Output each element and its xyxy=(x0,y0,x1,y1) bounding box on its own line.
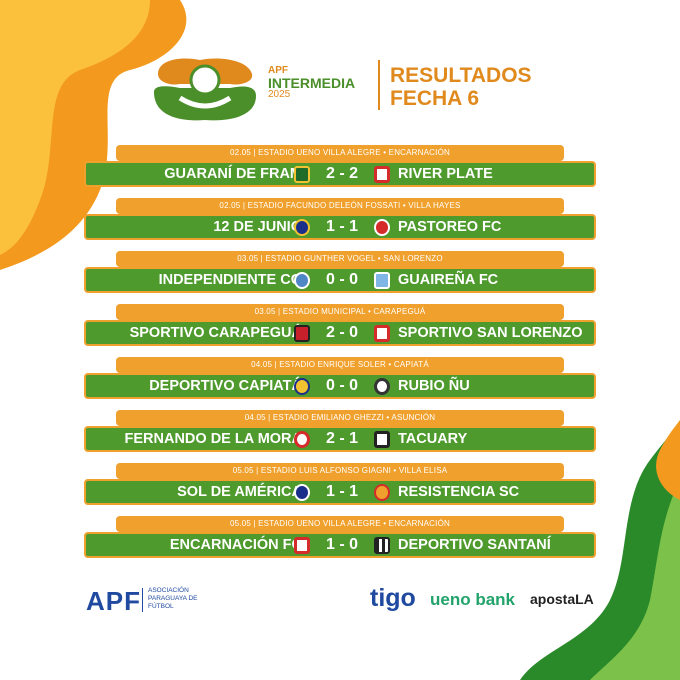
away-crest-icon xyxy=(374,166,390,183)
match-bar: ENCARNACIÓN FC 1 - 0 DEPORTIVO SANTANÍ xyxy=(84,532,596,558)
score: 1 - 0 xyxy=(325,536,358,553)
score: 1 - 1 xyxy=(325,483,358,500)
match-bar: SPORTIVO CARAPEGUÁ 2 - 0 SPORTIVO SAN LO… xyxy=(84,320,596,346)
away-crest-icon xyxy=(374,431,390,448)
sponsor-tigo-logo: tigo xyxy=(370,584,416,612)
apf-logo: APF xyxy=(86,586,141,616)
header-divider xyxy=(378,60,380,110)
match-bar: 12 DE JUNIO 1 - 1 PASTOREO FC xyxy=(84,214,596,240)
match-list: 02.05 | ESTADIO UENO VILLA ALEGRE • ENCA… xyxy=(84,145,596,569)
away-team: DEPORTIVO SANTANÍ xyxy=(398,537,551,553)
score: 1 - 1 xyxy=(325,218,358,235)
brand-small: APF xyxy=(268,65,288,76)
match-info: 03.05 | ESTADIO MUNICIPAL • CARAPEGUÁ xyxy=(116,304,564,320)
match-row: 04.05 | ESTADIO ENRIQUE SOLER • CAPIATÁ … xyxy=(84,357,596,410)
title-line-2: FECHA 6 xyxy=(390,87,480,110)
away-team: TACUARY xyxy=(398,431,468,447)
match-row: 03.05 | ESTADIO MUNICIPAL • CARAPEGUÁ SP… xyxy=(84,304,596,357)
away-team: RIVER PLATE xyxy=(398,166,493,182)
match-bar: DEPORTIVO CAPIATÁ 0 - 0 RUBIO ÑU xyxy=(84,373,596,399)
match-row: 05.05 | ESTADIO LUIS ALFONSO GIAGNI • VI… xyxy=(84,463,596,516)
home-crest-icon xyxy=(294,166,310,183)
away-team: RUBIO ÑU xyxy=(398,378,470,394)
away-team: PASTOREO FC xyxy=(398,219,502,235)
sponsor-ueno-logo: ueno bank xyxy=(430,590,516,609)
green-blob-bottom-right xyxy=(520,420,680,680)
home-team: 12 DE JUNIO xyxy=(213,219,302,235)
home-team: SPORTIVO CARAPEGUÁ xyxy=(129,325,302,341)
away-crest-icon xyxy=(374,272,390,289)
match-bar: INDEPENDIENTE CG 0 - 0 GUAIREÑA FC xyxy=(84,267,596,293)
apf-full-name: ASOCIACIÓN PARAGUAYA DE FÚTBOL xyxy=(148,587,198,610)
home-team: DEPORTIVO CAPIATÁ xyxy=(149,378,302,394)
match-info: 05.05 | ESTADIO UENO VILLA ALEGRE • ENCA… xyxy=(116,516,564,532)
away-crest-icon xyxy=(374,378,390,395)
match-info: 03.05 | ESTADIO GUNTHER VOGEL • SAN LORE… xyxy=(116,251,564,267)
match-info: 04.05 | ESTADIO ENRIQUE SOLER • CAPIATÁ xyxy=(116,357,564,373)
home-crest-icon xyxy=(294,537,310,554)
score: 2 - 1 xyxy=(325,430,358,447)
apf-intermedia-logo-icon xyxy=(154,58,256,121)
match-row: 03.05 | ESTADIO GUNTHER VOGEL • SAN LORE… xyxy=(84,251,596,304)
sponsor-aposta-logo: apostaLA xyxy=(530,591,594,607)
home-crest-icon xyxy=(294,325,310,342)
brand-text: APF INTERMEDIA 2025 xyxy=(268,66,355,100)
orange-blob-right xyxy=(656,420,680,500)
away-team: GUAIREÑA FC xyxy=(398,272,499,288)
match-row: 04.05 | ESTADIO EMILIANO GHEZZI • ASUNCI… xyxy=(84,410,596,463)
home-team: FERNANDO DE LA MORA xyxy=(124,431,302,447)
match-row: 05.05 | ESTADIO UENO VILLA ALEGRE • ENCA… xyxy=(84,516,596,569)
home-crest-icon xyxy=(294,219,310,236)
match-info: 05.05 | ESTADIO LUIS ALFONSO GIAGNI • VI… xyxy=(116,463,564,479)
title-line-1: RESULTADOS xyxy=(390,64,532,87)
match-bar: SOL DE AMÉRICA 1 - 1 RESISTENCIA SC xyxy=(84,479,596,505)
home-crest-icon xyxy=(294,484,310,501)
home-team: SOL DE AMÉRICA xyxy=(177,484,302,500)
match-info: 04.05 | ESTADIO EMILIANO GHEZZI • ASUNCI… xyxy=(116,410,564,426)
header: APF INTERMEDIA 2025 RESULTADOS FECHA 6 xyxy=(150,52,550,124)
away-crest-icon xyxy=(374,484,390,501)
page-title: RESULTADOS FECHA 6 xyxy=(390,64,532,110)
brand-main: INTERMEDIA xyxy=(268,75,356,91)
home-crest-icon xyxy=(294,272,310,289)
away-team: SPORTIVO SAN LORENZO xyxy=(398,325,583,341)
score: 2 - 2 xyxy=(325,165,358,182)
apf-divider xyxy=(142,588,143,612)
away-team: RESISTENCIA SC xyxy=(398,484,520,500)
match-info: 02.05 | ESTADIO UENO VILLA ALEGRE • ENCA… xyxy=(116,145,564,161)
home-team: GUARANÍ DE FRAM xyxy=(164,166,302,182)
score: 0 - 0 xyxy=(325,271,358,288)
orange-blob-top-left xyxy=(0,0,187,270)
away-crest-icon xyxy=(374,537,390,554)
score: 2 - 0 xyxy=(325,324,358,341)
score: 0 - 0 xyxy=(325,377,358,394)
home-crest-icon xyxy=(294,378,310,395)
match-row: 02.05 | ESTADIO FACUNDO DELEÓN FOSSATI •… xyxy=(84,198,596,251)
match-bar: FERNANDO DE LA MORA 2 - 1 TACUARY xyxy=(84,426,596,452)
match-bar: GUARANÍ DE FRAM 2 - 2 RIVER PLATE xyxy=(84,161,596,187)
away-crest-icon xyxy=(374,219,390,236)
home-team: ENCARNACIÓN FC xyxy=(169,537,302,553)
brand-year: 2025 xyxy=(268,89,291,100)
home-team: INDEPENDIENTE CG xyxy=(158,272,302,288)
match-info: 02.05 | ESTADIO FACUNDO DELEÓN FOSSATI •… xyxy=(116,198,564,214)
match-row: 02.05 | ESTADIO UENO VILLA ALEGRE • ENCA… xyxy=(84,145,596,198)
away-crest-icon xyxy=(374,325,390,342)
footer: APF ASOCIACIÓN PARAGUAYA DE FÚTBOL tigo … xyxy=(86,582,606,622)
home-crest-icon xyxy=(294,431,310,448)
